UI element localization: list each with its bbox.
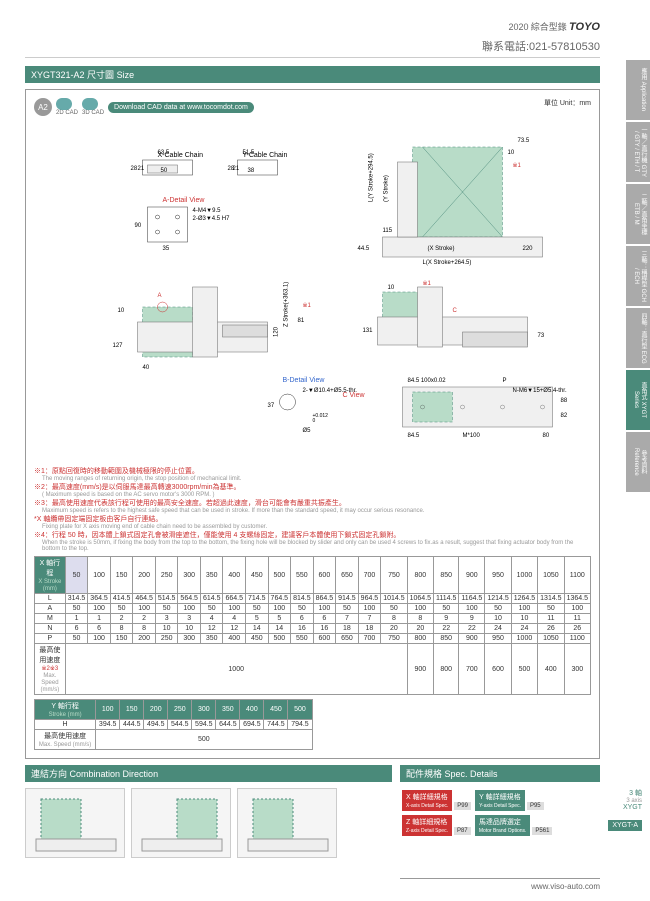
svg-text:63.5: 63.5 bbox=[158, 150, 170, 156]
svg-text:2-Ø3▼4.5 H7: 2-Ø3▼4.5 H7 bbox=[193, 216, 231, 222]
svg-text:A: A bbox=[158, 293, 162, 299]
footer-url: www.viso-auto.com bbox=[400, 878, 600, 891]
svg-text:44.5: 44.5 bbox=[358, 246, 370, 252]
svg-text:127: 127 bbox=[113, 343, 124, 349]
page-model-badge: XYGT-A bbox=[608, 820, 642, 831]
svg-text:80: 80 bbox=[543, 433, 550, 439]
svg-text:4-M4▼9.5: 4-M4▼9.5 bbox=[193, 208, 222, 214]
svg-text:21: 21 bbox=[138, 166, 145, 172]
svg-text:35: 35 bbox=[163, 246, 170, 252]
bdetail-label: B-Detail View bbox=[283, 377, 326, 384]
header-year: 2020 bbox=[509, 22, 529, 32]
diagram-section: A2 2D CAD 3D CAD Download CAD data at ww… bbox=[25, 89, 600, 759]
tab-3axis[interactable]: 三軸：稱桿型 GCH / ECH bbox=[626, 246, 650, 306]
notes-section: ※1：原點回復時的移動範圍及機械極限的停止位置。 The moving rang… bbox=[34, 466, 591, 552]
title-label: 尺寸圖 bbox=[87, 70, 114, 80]
note-4: ※4：行程 50 時，因本體上鎖式固定孔會被滑座遮住，僅能使用 4 支螺絲固定，… bbox=[34, 530, 591, 540]
title-label-en: Size bbox=[117, 70, 135, 80]
svg-text:73.5: 73.5 bbox=[518, 138, 530, 144]
cloud-3d-icon bbox=[82, 98, 98, 110]
cad-badge: A2 bbox=[34, 98, 52, 116]
tab-2axis[interactable]: 二軸／直角坐標 ETB / M bbox=[626, 184, 650, 244]
spec-details: X 軸詳細規格X-axis Detail Spec.P99 Y 軸詳細規格Y-a… bbox=[400, 788, 600, 838]
svg-text:88: 88 bbox=[561, 398, 568, 404]
unit-label: 單位 Unit：mm bbox=[544, 98, 591, 108]
svg-text:120: 120 bbox=[274, 326, 280, 337]
spec-m[interactable]: 馬達品牌選定Motor Brand Options. bbox=[475, 815, 531, 836]
tab-application[interactable]: 應用 Application bbox=[626, 60, 650, 120]
cloud-2d-icon bbox=[56, 98, 72, 110]
side-navigation: 應用 Application 一軸／直行機 GTY / GTY / ETH / … bbox=[626, 60, 650, 492]
combo-2 bbox=[131, 788, 231, 858]
svg-text:115: 115 bbox=[383, 228, 393, 234]
tab-xygt[interactable]: 直角式 XYGT Series bbox=[626, 370, 650, 430]
svg-text:90: 90 bbox=[135, 223, 142, 229]
combo-3 bbox=[237, 788, 337, 858]
svg-text:C: C bbox=[453, 308, 458, 314]
svg-text:0: 0 bbox=[313, 418, 316, 424]
spec-title-bar: 配件規格 Spec. Details bbox=[400, 765, 600, 782]
adetail-label: A-Detail View bbox=[163, 197, 206, 204]
svg-text:(X Stroke): (X Stroke) bbox=[428, 246, 455, 252]
section-title-bar: XYGT321-A2 尺寸圖 Size bbox=[25, 66, 600, 83]
x-stroke-table: X 軸行程X Stroke (mm) 501001502002503003504… bbox=[34, 556, 591, 695]
svg-text:82: 82 bbox=[561, 413, 568, 419]
tab-1axis[interactable]: 一軸／直行機 GTY / GTY / ETH / T bbox=[626, 122, 650, 182]
svg-text:51.5: 51.5 bbox=[243, 150, 255, 156]
spec-z[interactable]: Z 軸詳細規格Z-axis Detail Spec. bbox=[402, 815, 452, 836]
svg-text:N-M6▼15+Ø5.4-thr.: N-M6▼15+Ø5.4-thr. bbox=[513, 388, 567, 394]
technical-diagram: X-Cable Chain 63.5 50 28 21 Y-Cable Chai… bbox=[34, 122, 591, 462]
svg-text:10: 10 bbox=[388, 285, 395, 291]
svg-text:Z Stroke(+363.1): Z Stroke(+363.1) bbox=[284, 282, 290, 327]
svg-text:50: 50 bbox=[161, 168, 168, 174]
svg-text:M*100: M*100 bbox=[463, 433, 481, 439]
note-x: *X 軸纜帶固定端固定板由客戶自行連結。 bbox=[34, 514, 591, 524]
contact-phone: 聯系電話:021-57810530 bbox=[25, 38, 600, 58]
note-1: ※1：原點回復時的移動範圍及機械極限的停止位置。 bbox=[34, 466, 591, 476]
svg-text:※1: ※1 bbox=[423, 280, 432, 287]
svg-text:10: 10 bbox=[118, 308, 125, 314]
y-stroke-table: Y 軸行程Stroke (mm) 10015020025030035040045… bbox=[34, 699, 313, 750]
svg-text:81: 81 bbox=[298, 318, 305, 324]
combo-images bbox=[25, 788, 392, 858]
svg-text:84.5 100x0.02: 84.5 100x0.02 bbox=[408, 378, 447, 384]
svg-text:C View: C View bbox=[343, 392, 366, 399]
svg-text:73: 73 bbox=[538, 333, 545, 339]
note-3: ※3：最高使用速度代表該行程可使用的最高安全速度。若超過此速度，滑台可能會有嚴重… bbox=[34, 498, 591, 508]
combo-title-bar: 連結方向 Combination Direction bbox=[25, 765, 392, 782]
cad-2d-label: 2D CAD bbox=[56, 110, 78, 116]
svg-text:38: 38 bbox=[248, 168, 255, 174]
combo-1 bbox=[25, 788, 125, 858]
svg-text:220: 220 bbox=[523, 246, 534, 252]
cad-download-row: A2 2D CAD 3D CAD Download CAD data at ww… bbox=[34, 98, 591, 116]
svg-text:131: 131 bbox=[363, 328, 374, 334]
tab-4axis[interactable]: 四軸：直行型 ECG bbox=[626, 308, 650, 368]
svg-text:21: 21 bbox=[233, 166, 240, 172]
header-catalog: 綜合型錄 bbox=[531, 22, 567, 32]
svg-text:10: 10 bbox=[508, 150, 515, 156]
svg-text:※1: ※1 bbox=[513, 162, 522, 169]
cad-3d-label: 3D CAD bbox=[82, 110, 104, 116]
spec-x[interactable]: X 軸詳細規格X-axis Detail Spec. bbox=[402, 790, 452, 811]
page-series-label: 3 軸 3 axis XYGT bbox=[623, 788, 642, 811]
page-header: 2020 綜合型錄 TOYO bbox=[25, 20, 600, 33]
svg-text:Ø5: Ø5 bbox=[303, 428, 312, 434]
note-2: ※2：最高速度(mm/s)是以伺服馬達最高轉速3000rpm/min為基準。 bbox=[34, 482, 591, 492]
svg-text:P: P bbox=[503, 378, 507, 384]
svg-text:※1: ※1 bbox=[303, 302, 312, 309]
header-logo: TOYO bbox=[569, 21, 600, 33]
svg-text:40: 40 bbox=[143, 365, 150, 371]
svg-text:37: 37 bbox=[268, 403, 275, 409]
svg-text:L(Y Stroke+294.5): L(Y Stroke+294.5) bbox=[369, 153, 375, 202]
svg-text:84.5: 84.5 bbox=[408, 433, 420, 439]
tab-reference[interactable]: 參考資料 Reference bbox=[626, 432, 650, 492]
note-4e: When the stroke is 50mm, if fixing the b… bbox=[42, 540, 591, 552]
svg-text:L(X Stroke+264.5): L(X Stroke+264.5) bbox=[423, 260, 472, 266]
svg-text:(Y Stroke): (Y Stroke) bbox=[384, 175, 390, 202]
spec-y[interactable]: Y 軸詳細規格Y-axis Detail Spec. bbox=[475, 790, 525, 811]
title-model: XYGT321-A2 bbox=[31, 70, 85, 80]
download-cad-button[interactable]: Download CAD data at www.tocomdot.com bbox=[108, 102, 254, 113]
